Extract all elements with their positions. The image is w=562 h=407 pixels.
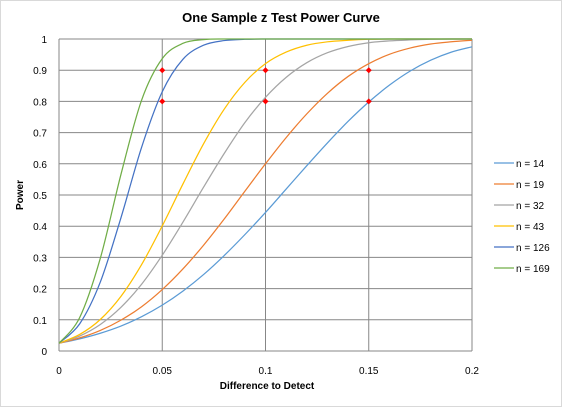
legend-label: n = 43 xyxy=(516,222,545,233)
legend-label: n = 19 xyxy=(516,180,545,191)
y-tick-label: 0.5 xyxy=(33,191,47,202)
y-tick-label: 0.6 xyxy=(33,160,47,171)
legend-label: n = 126 xyxy=(516,243,550,254)
legend-label: n = 14 xyxy=(516,159,545,170)
x-axis-title: Difference to Detect xyxy=(220,381,315,392)
y-tick-label: 0.8 xyxy=(33,97,47,108)
x-tick-label: 0.1 xyxy=(259,366,273,377)
series-line-2 xyxy=(58,38,473,344)
chart-title: One Sample z Test Power Curve xyxy=(182,10,380,25)
grid xyxy=(58,38,473,352)
y-tick-label: 0.1 xyxy=(33,316,47,327)
highlight-marker xyxy=(262,98,269,105)
y-tick-label: 0.7 xyxy=(33,129,47,140)
y-tick-label: 1 xyxy=(41,35,47,46)
y-tick-label: 0.9 xyxy=(33,66,47,77)
y-tick-label: 0.3 xyxy=(33,253,47,264)
axes: 0 0.1 0.2 0.3 0.4 0.5 0.6 0.7 0.8 0.9 1 0 0.05 0.1 0.1… xyxy=(33,35,479,377)
series-line-1 xyxy=(58,39,473,344)
legend-label: n = 32 xyxy=(516,201,545,212)
highlight-marker xyxy=(159,67,166,74)
series-line-0 xyxy=(58,46,473,344)
y-tick-label: 0.4 xyxy=(33,222,47,233)
highlight-marker xyxy=(159,98,166,105)
highlight-marker xyxy=(365,98,372,105)
highlight-marker xyxy=(365,67,372,74)
y-axis-title: Power xyxy=(15,180,26,210)
y-tick-label: 0 xyxy=(41,347,47,358)
highlight-marker xyxy=(262,67,269,74)
x-tick-label: 0.2 xyxy=(465,366,479,377)
y-tick-label: 0.2 xyxy=(33,285,47,296)
highlight-markers xyxy=(159,67,372,105)
legend-label: n = 169 xyxy=(516,264,550,275)
series-lines xyxy=(58,38,473,344)
series-line-5 xyxy=(58,38,472,344)
x-tick-label: 0 xyxy=(56,366,62,377)
legend: n = 14 n = 19 n = 32 n = 43 n = 126 n = 169 xyxy=(494,159,550,275)
x-tick-label: 0.15 xyxy=(359,366,379,377)
x-tick-label: 0.05 xyxy=(153,366,173,377)
